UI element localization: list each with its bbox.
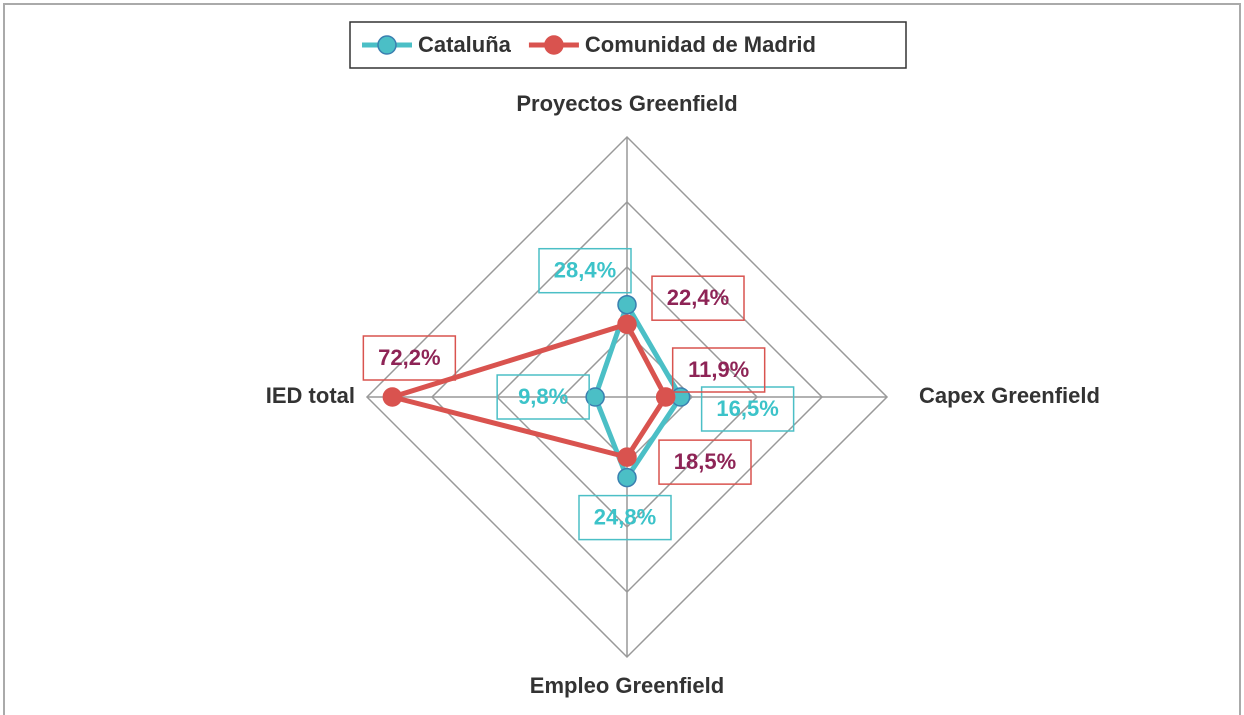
value-label-box bbox=[496, 374, 590, 420]
value-label-box bbox=[651, 275, 745, 321]
category-label: Empleo Greenfield bbox=[530, 673, 724, 698]
category-label: IED total bbox=[266, 383, 355, 408]
value-label: 11,9% bbox=[688, 357, 749, 382]
value-label-box bbox=[658, 439, 752, 485]
value-label-box bbox=[362, 335, 457, 381]
legend-label: Comunidad de Madrid bbox=[585, 32, 816, 57]
point bbox=[617, 314, 637, 334]
value-label-box bbox=[578, 494, 672, 541]
value-label: 24,8% bbox=[594, 504, 656, 529]
point bbox=[655, 387, 676, 407]
point bbox=[382, 387, 403, 407]
value-label-box bbox=[700, 386, 795, 432]
value-label: 16,5% bbox=[716, 396, 778, 421]
value-label-box bbox=[538, 247, 632, 294]
point bbox=[617, 467, 637, 488]
value-label: 18,5% bbox=[674, 449, 736, 474]
chart-border bbox=[3, 3, 1241, 715]
value-label-box bbox=[671, 347, 766, 393]
point bbox=[617, 294, 637, 315]
value-label: 22,4% bbox=[667, 285, 729, 310]
value-label: 72,2% bbox=[378, 345, 440, 370]
legend-box bbox=[349, 21, 907, 69]
point bbox=[585, 387, 605, 407]
category-label: Capex Greenfield bbox=[919, 383, 1100, 408]
point bbox=[617, 447, 637, 467]
value-label: 28,4% bbox=[554, 258, 616, 283]
value-label: 9,8% bbox=[518, 384, 568, 409]
legend-label: Cataluña bbox=[418, 32, 512, 57]
legend-marker bbox=[544, 35, 564, 55]
legend-marker bbox=[377, 35, 397, 55]
category-label: Proyectos Greenfield bbox=[516, 91, 737, 116]
